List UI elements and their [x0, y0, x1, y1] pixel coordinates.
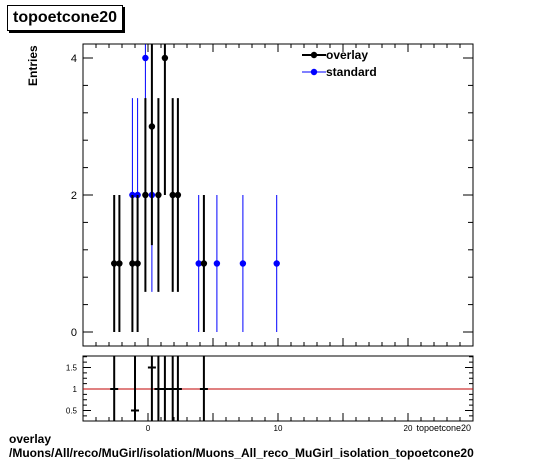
standard-point — [195, 260, 202, 267]
x-axis-label: topoetcone20 — [416, 423, 471, 433]
y-axis-label: Entries — [26, 45, 40, 86]
y-tick-label: 2 — [71, 190, 77, 202]
overlay-point — [148, 123, 156, 130]
footer-label: overlay — [9, 432, 52, 446]
legend-overlay-label: overlay — [326, 48, 368, 62]
standard-point — [239, 260, 247, 267]
overlay-point — [111, 260, 118, 267]
ratio-y-tick-label: 0.5 — [66, 407, 78, 416]
ratio-x-tick-label: 20 — [404, 424, 413, 433]
main-plot-frame — [82, 43, 474, 347]
standard-point — [213, 260, 221, 267]
overlay-point — [155, 191, 162, 199]
ratio-x-tick-label: 0 — [146, 424, 151, 433]
histogram-title: topoetcone20 — [7, 5, 124, 31]
ratio-y-tick-label: 1.5 — [66, 364, 78, 373]
overlay-point — [200, 260, 208, 267]
ratio-x-tick-label: 10 — [274, 424, 283, 433]
overlay-point — [169, 191, 176, 199]
ratio-y-tick-label: 1 — [73, 385, 78, 394]
legend-standard-marker — [310, 68, 318, 76]
legend-overlay-marker — [310, 51, 318, 59]
overlay-point — [142, 191, 149, 199]
overlay-point — [134, 260, 141, 267]
y-tick-label: 4 — [71, 53, 77, 65]
y-tick-label: 0 — [71, 327, 77, 339]
overlay-point — [174, 191, 182, 199]
overlay-point — [161, 54, 169, 62]
overlay-point — [129, 260, 136, 267]
standard-point — [273, 260, 280, 267]
overlay-point — [116, 260, 123, 267]
legend-standard-label: standard — [326, 65, 377, 79]
footer-path: /Muons/All/reco/MuGirl/isolation/Muons_A… — [9, 446, 474, 460]
standard-point — [142, 54, 149, 62]
